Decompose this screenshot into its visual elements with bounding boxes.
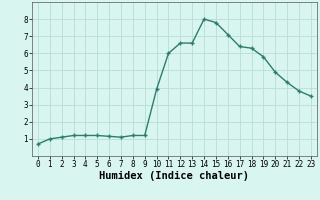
X-axis label: Humidex (Indice chaleur): Humidex (Indice chaleur) bbox=[100, 171, 249, 181]
